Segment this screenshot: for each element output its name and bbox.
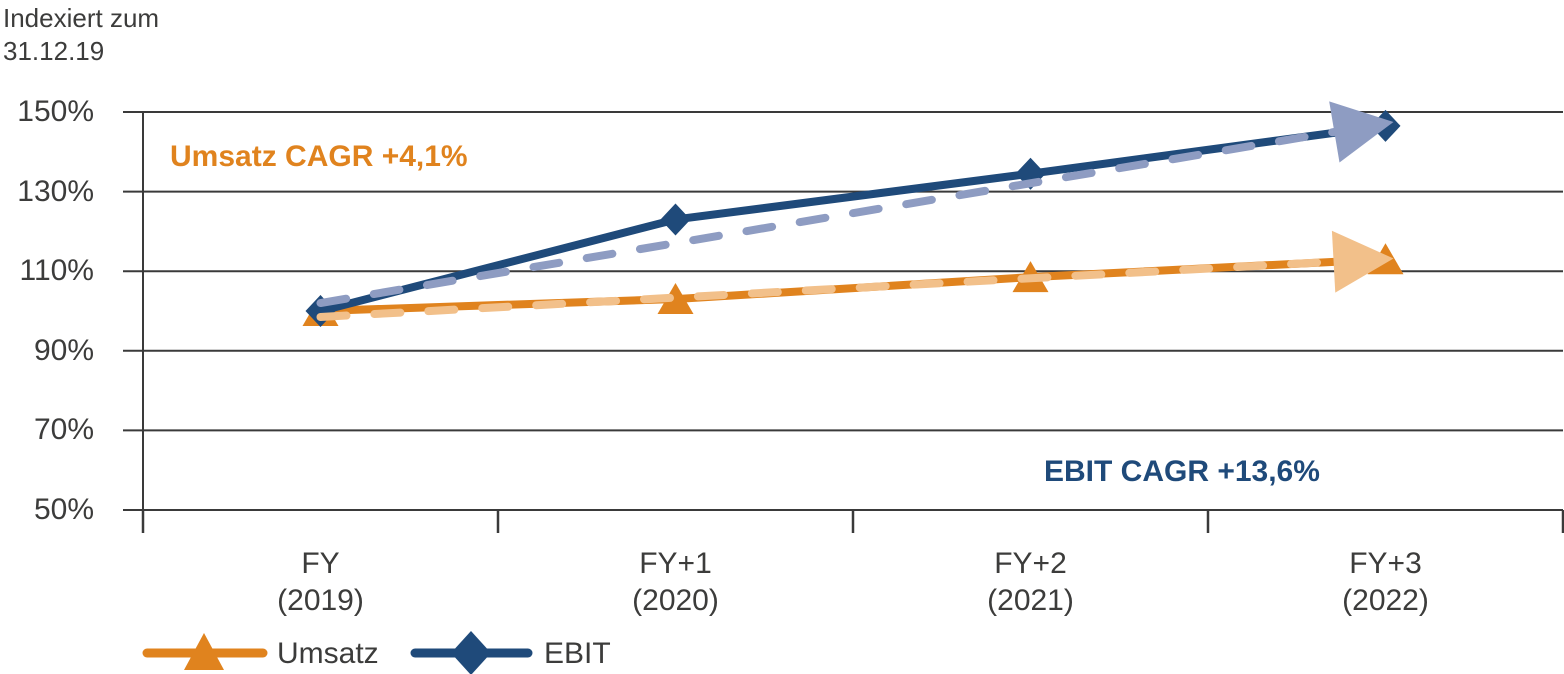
y-axis-tick-label: 50% [33,493,94,526]
umsatz-cagr-annotation: Umsatz CAGR +4,1% [170,140,468,173]
legend-label-ebit: EBIT [544,637,611,670]
ebit-cagr-annotation: EBIT CAGR +13,6% [1044,455,1320,488]
ebit-trend-dash [316,127,1339,308]
umsatz-marker [657,283,694,315]
ebit-trend-arrow [1329,101,1394,163]
x-axis-tick-label: FY+1 (2020) [632,547,719,617]
umsatz-trend-arrow [1331,230,1394,293]
x-axis-tick-label: FY+2 (2021) [987,547,1074,617]
umsatz-trend-dash [316,257,1338,321]
y-axis-tick-label: 130% [17,174,94,208]
ebit-marker [660,203,691,236]
x-axis-tick-label: FY+3 (2022) [1342,547,1429,617]
legend-diamond-icon [451,631,491,674]
y-axis-tick-label: 150% [17,95,94,128]
legend-triangle-icon [184,633,224,670]
x-axis-tick-label: FY (2019) [277,547,364,617]
y-axis-tick-label: 70% [33,413,94,447]
y-axis-tick-label: 90% [33,333,94,367]
y-axis-tick-label: 110% [19,254,94,288]
legend-label-umsatz: Umsatz [277,637,379,670]
ebit-line [316,121,1390,315]
y-axis-title: Indexiert zum 31.12.19 [3,3,160,66]
